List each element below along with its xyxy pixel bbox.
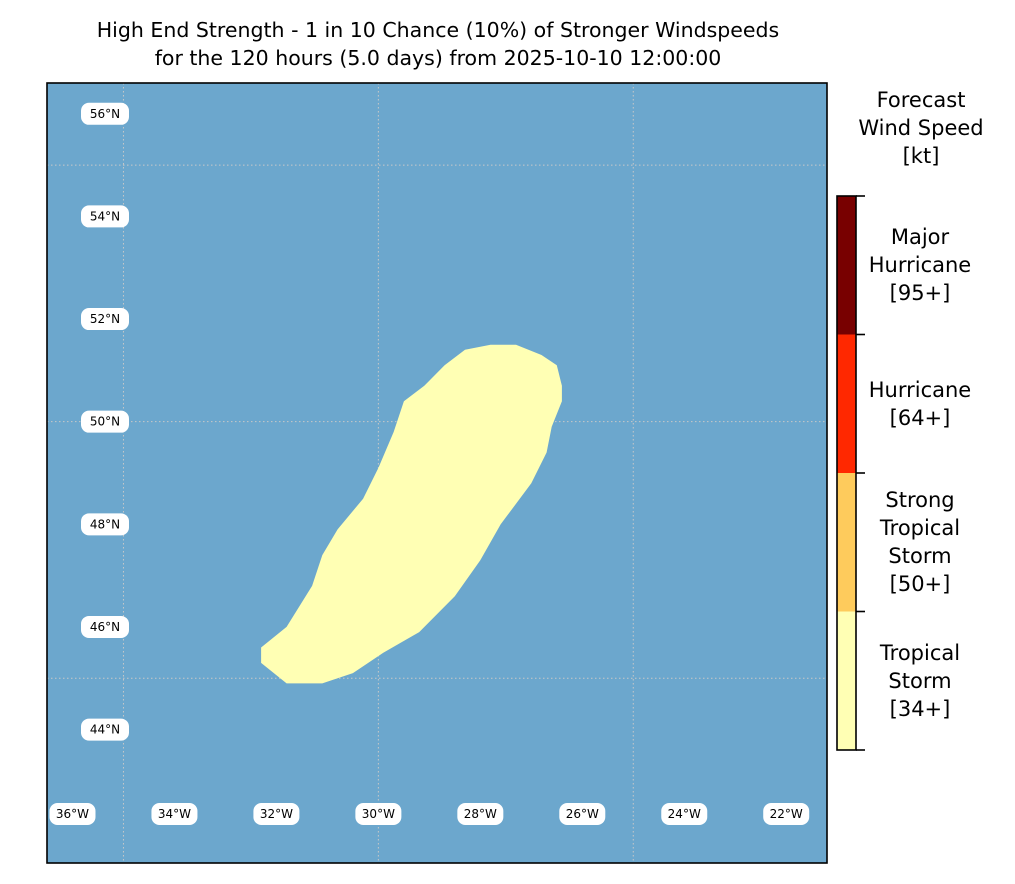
colorbar-label-line: [50+] xyxy=(889,572,951,597)
colorbar-title-line: Wind Speed xyxy=(858,116,984,140)
label-background xyxy=(151,803,198,825)
label-text: 24°W xyxy=(668,807,701,821)
colorbar-title: Forecast Wind Speed [kt] xyxy=(826,86,1015,170)
colorbar-label-line: Hurricane xyxy=(868,253,972,278)
label-background xyxy=(81,513,129,536)
colorbar-label-line: [64+] xyxy=(889,405,951,430)
colorbar-label-line: Storm xyxy=(888,668,952,693)
label-text: 48°N xyxy=(90,517,120,531)
longitude-label: 30°W xyxy=(355,803,402,825)
title-line-1: High End Strength - 1 in 10 Chance (10%)… xyxy=(96,18,780,42)
colorbar-label-line: [95+] xyxy=(889,281,951,306)
label-background xyxy=(81,718,129,741)
latitude-label: 48°N xyxy=(81,513,129,536)
label-background xyxy=(559,803,606,825)
latitude-label: 52°N xyxy=(81,308,129,331)
colorbar-label: Hurricane [64+] xyxy=(836,376,1004,432)
label-text: 50°N xyxy=(90,415,120,429)
longitude-label: 22°W xyxy=(763,803,810,825)
label-text: 28°W xyxy=(464,807,497,821)
colorbar-label-line: Strong xyxy=(885,488,955,513)
label-text: 36°W xyxy=(56,807,89,821)
latitude-label: 44°N xyxy=(81,718,129,741)
label-background xyxy=(81,205,129,228)
latitude-label: 56°N xyxy=(81,102,129,125)
label-text: 26°W xyxy=(566,807,599,821)
label-background xyxy=(81,615,129,638)
longitude-label: 28°W xyxy=(457,803,504,825)
longitude-label: 24°W xyxy=(661,803,708,825)
colorbar-title-line: Forecast xyxy=(876,88,966,112)
colorbar-label: Tropical Storm [34+] xyxy=(836,639,1004,723)
colorbar-label-line: Storm xyxy=(888,544,952,569)
colorbar-label-line: [34+] xyxy=(889,696,951,721)
colorbar-label-line: Tropical xyxy=(879,640,961,665)
map-title: High End Strength - 1 in 10 Chance (10%)… xyxy=(0,16,876,72)
longitude-labels: 36°W 34°W 32°W 30°W 28°W 26°W 24°W 22°W xyxy=(49,803,810,825)
label-background xyxy=(457,803,504,825)
longitude-label: 36°W xyxy=(49,803,96,825)
colorbar-segment xyxy=(837,196,856,335)
label-text: 46°N xyxy=(90,620,120,634)
label-background xyxy=(661,803,708,825)
label-background xyxy=(81,102,129,125)
colorbar-label-line: Tropical xyxy=(879,516,961,541)
latitude-label: 54°N xyxy=(81,205,129,228)
colorbar-label-line: Hurricane xyxy=(868,377,972,402)
title-line-2: for the 120 hours (5.0 days) from 2025-1… xyxy=(154,46,722,70)
label-text: 54°N xyxy=(90,209,120,223)
label-text: 34°W xyxy=(158,807,191,821)
longitude-label: 26°W xyxy=(559,803,606,825)
colorbar-label: Strong Tropical Storm [50+] xyxy=(836,486,1004,598)
label-background xyxy=(253,803,300,825)
label-text: 44°N xyxy=(90,723,120,737)
label-background xyxy=(49,803,96,825)
wind-swath-tropical-storm xyxy=(261,344,562,684)
colorbar-segment xyxy=(837,611,856,750)
label-background xyxy=(355,803,402,825)
map-frame xyxy=(46,82,828,864)
longitude-label: 32°W xyxy=(253,803,300,825)
colorbar-label: Major Hurricane [95+] xyxy=(836,223,1004,307)
latitude-label: 46°N xyxy=(81,615,129,638)
label-background xyxy=(81,410,129,433)
colorbar-segment xyxy=(837,473,856,612)
label-text: 52°N xyxy=(90,312,120,326)
label-text: 22°W xyxy=(770,807,803,821)
label-text: 30°W xyxy=(362,807,395,821)
colorbar-label-line: Major xyxy=(890,225,950,250)
longitude-label: 34°W xyxy=(151,803,198,825)
latitude-label: 50°N xyxy=(81,410,129,433)
colorbar-title-line: [kt] xyxy=(902,144,940,168)
label-background xyxy=(763,803,810,825)
label-text: 56°N xyxy=(90,107,120,121)
latitude-labels: 56°N 54°N 52°N 50°N 48°N 46°N 44°N xyxy=(81,102,129,741)
colorbar-segment xyxy=(837,334,856,473)
colorbar xyxy=(836,195,865,751)
label-background xyxy=(81,308,129,331)
label-text: 32°W xyxy=(260,807,293,821)
